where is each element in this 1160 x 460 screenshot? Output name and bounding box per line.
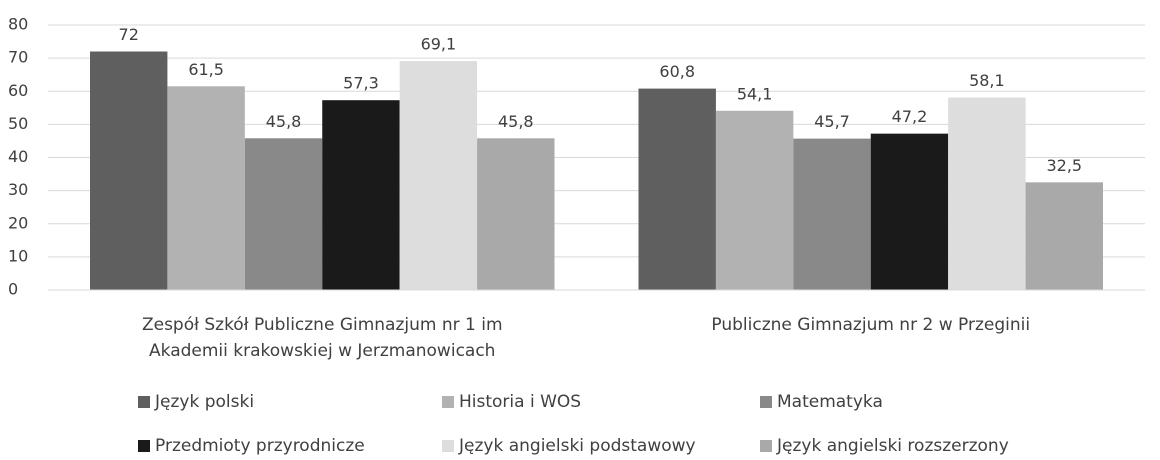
bar bbox=[90, 51, 168, 290]
legend-item: Język angielski podstawowy bbox=[442, 434, 760, 458]
data-label: 60,8 bbox=[659, 62, 695, 81]
data-label: 45,8 bbox=[498, 112, 534, 131]
legend-item: Historia i WOS bbox=[442, 390, 760, 414]
bar bbox=[948, 97, 1026, 290]
data-label: 54,1 bbox=[737, 84, 773, 103]
legend-swatch bbox=[760, 440, 772, 452]
data-label: 32,5 bbox=[1046, 156, 1082, 175]
legend-item: Przedmioty przyrodnicze bbox=[138, 434, 442, 458]
legend-swatch bbox=[442, 440, 454, 452]
bar bbox=[244, 138, 323, 290]
data-label: 57,3 bbox=[343, 74, 379, 93]
y-tick-label: 10 bbox=[8, 246, 28, 265]
legend-swatch bbox=[138, 396, 150, 408]
bar bbox=[1025, 182, 1103, 290]
legend-label: Matematyka bbox=[777, 392, 883, 412]
data-label: 45,8 bbox=[266, 112, 302, 131]
y-tick-label: 30 bbox=[8, 180, 28, 199]
legend-label: Język polski bbox=[155, 392, 255, 412]
y-tick-label: 40 bbox=[8, 147, 28, 166]
data-label: 58,1 bbox=[969, 71, 1005, 90]
legend-label: Przedmioty przyrodnicze bbox=[155, 436, 365, 456]
bar bbox=[715, 110, 794, 290]
legend-swatch bbox=[138, 440, 150, 452]
bar bbox=[793, 138, 871, 290]
legend: Język polski Historia i WOS Matematyka Prze… bbox=[138, 390, 1138, 458]
y-tick-label: 50 bbox=[8, 114, 28, 133]
y-tick-label: 80 bbox=[8, 15, 28, 34]
data-label: 45,7 bbox=[814, 112, 850, 131]
bar bbox=[399, 61, 478, 291]
legend-item: Język angielski rozszerzony bbox=[760, 434, 1090, 458]
bar bbox=[870, 133, 949, 290]
data-label: 69,1 bbox=[421, 35, 457, 54]
data-label: 61,5 bbox=[188, 60, 224, 79]
legend-swatch bbox=[442, 396, 454, 408]
legend-swatch bbox=[760, 396, 772, 408]
bar bbox=[167, 86, 245, 290]
y-tick-label: 70 bbox=[8, 48, 28, 67]
legend-label: Język angielski podstawowy bbox=[459, 436, 696, 456]
data-label: 47,2 bbox=[892, 107, 928, 126]
legend-label: Język angielski rozszerzony bbox=[777, 436, 1009, 456]
y-tick-label: 60 bbox=[8, 81, 28, 100]
bar bbox=[638, 88, 716, 290]
bar bbox=[322, 100, 400, 290]
bar bbox=[477, 138, 555, 290]
legend-item: Język polski bbox=[138, 390, 442, 414]
data-label: 72 bbox=[119, 25, 139, 44]
legend-label: Historia i WOS bbox=[459, 392, 582, 412]
legend-item: Matematyka bbox=[760, 390, 1090, 414]
plot: 0 10 20 30 40 50 60 70 80 72 61,5 45,8 57,3 69,1 45,8 6… bbox=[8, 15, 1145, 299]
y-tick-label: 0 bbox=[8, 280, 18, 299]
x-tick-label: Publiczne Gimnazjum nr 2 w Przeginii bbox=[711, 315, 1031, 335]
x-tick-label: Zespół Szkół Publiczne Gimnazjum nr 1 im… bbox=[141, 315, 503, 361]
y-tick-label: 20 bbox=[8, 213, 28, 232]
